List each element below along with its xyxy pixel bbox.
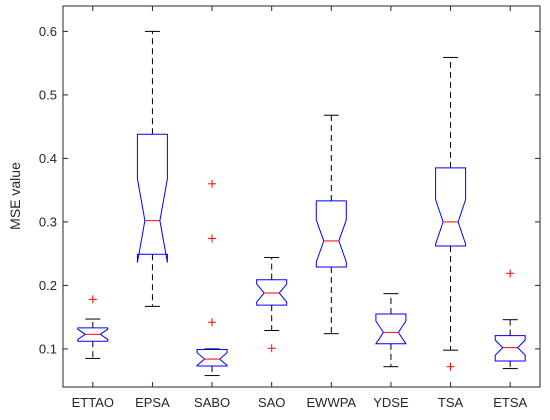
box-group-epsa	[136, 30, 168, 307]
box-ettao	[77, 327, 109, 342]
outlier-marker	[267, 344, 276, 353]
box-group-ewwpa	[315, 114, 347, 335]
box-group-ydse	[374, 293, 407, 368]
outliers-layer	[88, 179, 515, 371]
outlier-marker	[446, 362, 455, 371]
y-axis-label: MSE value	[7, 162, 23, 230]
box-sao	[256, 279, 288, 306]
boxes-layer	[77, 30, 526, 377]
outlier-marker	[506, 269, 515, 278]
x-tick-label-ydse: YDSE	[373, 395, 409, 410]
x-axis-ticks: ETTAO EPSA SABO SAO EWWPA YDSE TSA ETSA	[72, 6, 527, 410]
x-tick-label-sao: SAO	[258, 395, 285, 410]
y-tick-label: 0.3	[39, 214, 57, 229]
box-group-sabo	[196, 348, 228, 377]
outlier-marker	[208, 318, 217, 327]
box-etsa	[494, 335, 526, 362]
box-group-etsa	[494, 319, 526, 370]
x-tick-label-sabo: SABO	[194, 395, 230, 410]
x-tick-label-etsa: ETSA	[493, 395, 527, 410]
x-tick-label-epsa: EPSA	[135, 395, 170, 410]
outlier-marker	[208, 179, 217, 188]
box-sabo	[196, 349, 228, 367]
y-tick-label: 0.2	[39, 278, 57, 293]
y-axis-ticks: 0.1 0.2 0.3 0.4 0.5 0.6	[39, 24, 540, 356]
y-tick-label: 0.6	[39, 24, 57, 39]
x-tick-label-ewwpa: EWWPA	[307, 395, 357, 410]
box-epsa	[136, 133, 168, 263]
box-group-sao	[256, 256, 288, 331]
y-tick-label: 0.5	[39, 87, 57, 102]
box-ewwpa	[315, 200, 347, 268]
box-ydse	[374, 313, 407, 345]
y-tick-label: 0.1	[39, 341, 57, 356]
box-group-tsa	[435, 56, 467, 351]
x-tick-label-tsa: TSA	[438, 395, 464, 410]
plot-area	[63, 6, 540, 387]
box-tsa	[435, 167, 467, 247]
box-group-ettao	[77, 318, 109, 359]
x-tick-label-ettao: ETTAO	[72, 395, 114, 410]
outlier-marker	[88, 295, 97, 304]
y-tick-label: 0.4	[39, 151, 57, 166]
plot-frame	[62, 5, 541, 388]
outlier-marker	[208, 234, 217, 243]
